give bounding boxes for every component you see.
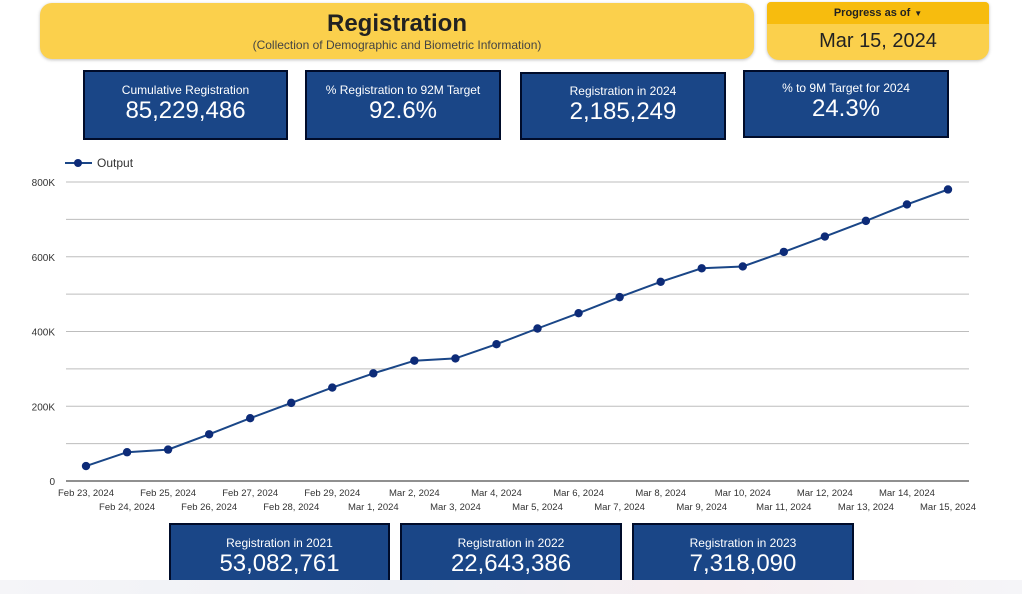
x-tick-label: Mar 3, 2024 (430, 502, 481, 513)
x-tick-label: Mar 14, 2024 (879, 488, 935, 499)
legend-label: Output (97, 156, 134, 170)
chart-grid (66, 181, 969, 482)
card-value: 92.6% (368, 97, 438, 124)
data-point[interactable] (122, 448, 132, 457)
x-tick-label: Feb 23, 2024 (58, 488, 114, 499)
card-label: Registration in 2022 (457, 536, 565, 550)
card-label: % Registration to 92M Target (325, 83, 481, 97)
data-point[interactable] (902, 200, 912, 209)
series-line-output (85, 188, 949, 468)
registration-2024-card: Registration in 2024 2,185,249 (520, 72, 726, 140)
progress-label: Progress as of (833, 7, 911, 19)
footer-strip (0, 580, 1022, 594)
x-tick-label: Mar 9, 2024 (676, 502, 727, 513)
x-tick-label: Mar 6, 2024 (553, 488, 604, 499)
card-label: % to 9M Target for 2024 (782, 81, 910, 95)
card-value: 22,643,386 (450, 550, 572, 577)
data-point[interactable] (410, 356, 419, 365)
x-tick-label: Feb 25, 2024 (140, 488, 196, 499)
y-tick-label: 400K (32, 328, 56, 339)
x-tick-label: Mar 15, 2024 (920, 502, 976, 513)
series-points (81, 185, 953, 471)
x-tick-label: Mar 5, 2024 (512, 502, 563, 513)
data-point[interactable] (615, 292, 624, 302)
card-label: Cumulative Registration (121, 83, 250, 97)
x-tick-label: Feb 26, 2024 (181, 502, 237, 513)
progress-date: Mar 15, 2024 (819, 30, 937, 52)
card-label: Registration in 2023 (689, 536, 797, 550)
x-tick-label: Mar 2, 2024 (389, 488, 440, 499)
legend-point-swatch (74, 159, 82, 167)
data-point[interactable] (656, 277, 665, 286)
data-point[interactable] (779, 247, 789, 257)
page-title: Registration (326, 10, 467, 37)
registration-target-pct-card: % Registration to 92M Target 92.6% (305, 70, 501, 140)
card-value: 85,229,486 (125, 97, 246, 124)
data-point[interactable] (451, 354, 460, 363)
x-tick-label: Mar 11, 2024 (756, 502, 811, 513)
y-axis: 0 200K 400K 600K 800K (32, 178, 56, 488)
data-point[interactable] (943, 185, 953, 194)
card-value: 24.3% (811, 95, 881, 122)
data-point[interactable] (861, 216, 871, 226)
x-tick-label: Mar 4, 2024 (471, 488, 522, 499)
data-point[interactable] (328, 383, 337, 392)
x-axis: Feb 23, 2024 Feb 24, 2024 Feb 25, 2024 Feb … (58, 488, 976, 513)
x-tick-label: Mar 12, 2024 (797, 488, 853, 499)
x-tick-label: Mar 13, 2024 (838, 502, 894, 513)
data-point[interactable] (820, 232, 830, 241)
card-value: 53,082,761 (219, 550, 340, 577)
data-point[interactable] (163, 445, 173, 454)
chevron-down-icon[interactable]: ▼ (914, 9, 923, 18)
data-point[interactable] (738, 262, 747, 271)
data-point[interactable] (533, 324, 542, 333)
chart-legend: Output (65, 156, 134, 170)
x-tick-label: Mar 7, 2024 (594, 502, 645, 513)
data-point[interactable] (204, 430, 214, 439)
header-banner: Registration (Collection of Demographic … (40, 3, 754, 59)
page-subtitle: (Collection of Demographic and Biometric… (252, 38, 542, 52)
data-point[interactable] (574, 308, 583, 318)
x-tick-label: Feb 24, 2024 (99, 502, 155, 513)
y-tick-label: 800K (32, 178, 56, 189)
data-point[interactable] (492, 340, 501, 349)
cumulative-registration-card: Cumulative Registration 85,229,486 (83, 70, 288, 140)
x-tick-label: Feb 29, 2024 (304, 488, 360, 499)
data-point[interactable] (245, 414, 255, 423)
registration-line-chart: 0 200K 400K 600K 800K Feb 23, 2024 Feb 24, 20… (32, 156, 976, 513)
data-point[interactable] (81, 461, 91, 471)
card-value: 7,318,090 (689, 550, 797, 577)
card-label: Registration in 2021 (226, 536, 333, 550)
progress-date-panel: Progress as of ▼ Mar 15, 2024 (767, 2, 989, 60)
progress-dropdown[interactable]: Progress as of ▼ (767, 2, 989, 24)
x-tick-label: Feb 28, 2024 (263, 502, 319, 513)
y-tick-label: 0 (49, 477, 55, 488)
data-point[interactable] (369, 369, 378, 378)
x-tick-label: Mar 8, 2024 (635, 488, 686, 499)
y-tick-label: 200K (32, 402, 56, 413)
card-label: Registration in 2024 (569, 84, 677, 98)
y-tick-label: 600K (32, 253, 56, 264)
data-point[interactable] (287, 398, 296, 408)
x-tick-label: Mar 1, 2024 (348, 502, 399, 513)
card-value: 2,185,249 (569, 98, 677, 125)
data-point[interactable] (697, 264, 706, 273)
target-2024-pct-card: % to 9M Target for 2024 24.3% (743, 70, 949, 138)
x-tick-label: Mar 10, 2024 (715, 488, 771, 499)
x-tick-label: Feb 27, 2024 (222, 488, 278, 499)
